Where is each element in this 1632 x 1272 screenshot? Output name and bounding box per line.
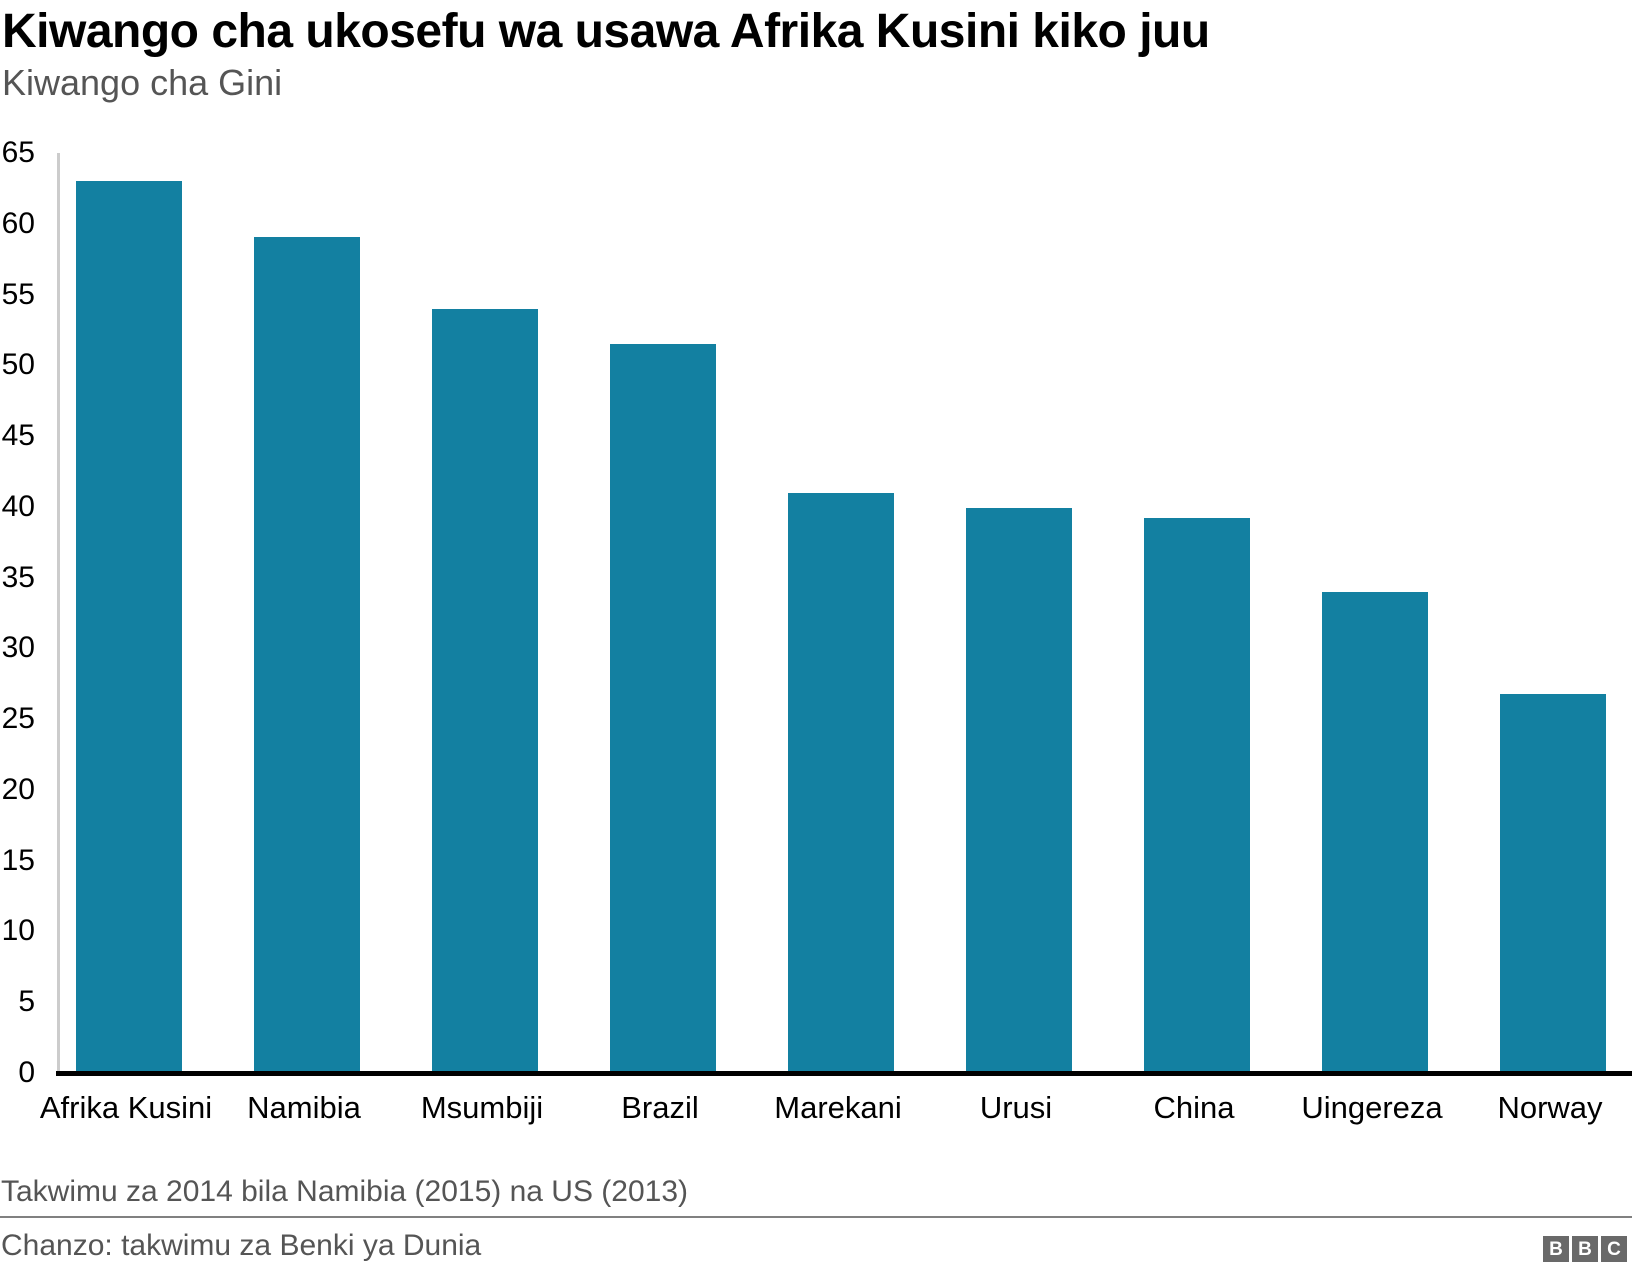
bar-marekani [788, 493, 894, 1073]
y-tick-15: 15 [1, 843, 35, 877]
x-axis-line [56, 1071, 1632, 1076]
y-axis-tick-labels: 0 5 10 15 20 25 30 35 40 45 50 55 60 65 [0, 138, 35, 1088]
x-label-afrika-kusini: Afrika Kusini [39, 1090, 213, 1125]
bar-urusi [966, 508, 1072, 1073]
bar-namibia [254, 237, 360, 1073]
bar-china [1144, 518, 1250, 1073]
y-tick-20: 20 [1, 772, 35, 806]
logo-letter-c: C [1601, 1236, 1627, 1262]
y-tick-45: 45 [1, 419, 35, 453]
y-tick-55: 55 [1, 277, 35, 311]
bar-norway [1500, 694, 1606, 1073]
logo-letter-b: B [1543, 1236, 1569, 1262]
y-tick-50: 50 [1, 348, 35, 382]
y-tick-65: 65 [1, 136, 35, 169]
logo-letter-b: B [1572, 1236, 1598, 1262]
bar-msumbiji [432, 309, 538, 1073]
y-tick-10: 10 [1, 914, 35, 948]
x-label-uingereza: Uingereza [1301, 1090, 1443, 1125]
y-tick-60: 60 [1, 206, 35, 240]
y-tick-0: 0 [18, 1056, 35, 1089]
source-credit: Chanzo: takwimu za Benki ya Dunia [1, 1229, 482, 1262]
x-axis-category-labels: Afrika Kusini Namibia Msumbiji Brazil Mareka… [40, 1090, 1632, 1134]
x-label-marekani: Marekani [774, 1090, 902, 1125]
y-tick-40: 40 [1, 489, 35, 523]
y-tick-5: 5 [18, 985, 35, 1019]
x-label-norway: Norway [1497, 1090, 1603, 1125]
y-tick-30: 30 [1, 631, 35, 665]
chart-subtitle: Kiwango cha Gini [2, 62, 283, 103]
x-label-brazil: Brazil [621, 1090, 699, 1125]
y-tick-35: 35 [1, 560, 35, 594]
chart-title: Kiwango cha ukosefu wa usawa Afrika Kusi… [2, 5, 1210, 58]
bar-brazil [610, 344, 716, 1073]
bar-uingereza [1322, 592, 1428, 1073]
x-label-urusi: Urusi [979, 1090, 1053, 1125]
x-label-china: China [1153, 1090, 1235, 1125]
footer-divider [0, 1216, 1632, 1218]
x-label-msumbiji: Msumbiji [420, 1090, 544, 1125]
chart-footnote: Takwimu za 2014 bila Namibia (2015) na U… [1, 1175, 689, 1208]
y-tick-25: 25 [1, 702, 35, 736]
x-label-namibia: Namibia [247, 1090, 361, 1125]
bar-afrika-kusini [76, 181, 182, 1073]
plot-area [57, 153, 1632, 1073]
